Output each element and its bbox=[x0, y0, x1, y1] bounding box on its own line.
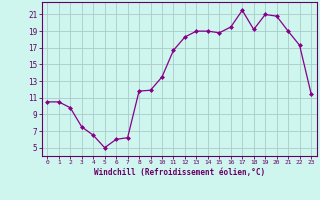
X-axis label: Windchill (Refroidissement éolien,°C): Windchill (Refroidissement éolien,°C) bbox=[94, 168, 265, 177]
